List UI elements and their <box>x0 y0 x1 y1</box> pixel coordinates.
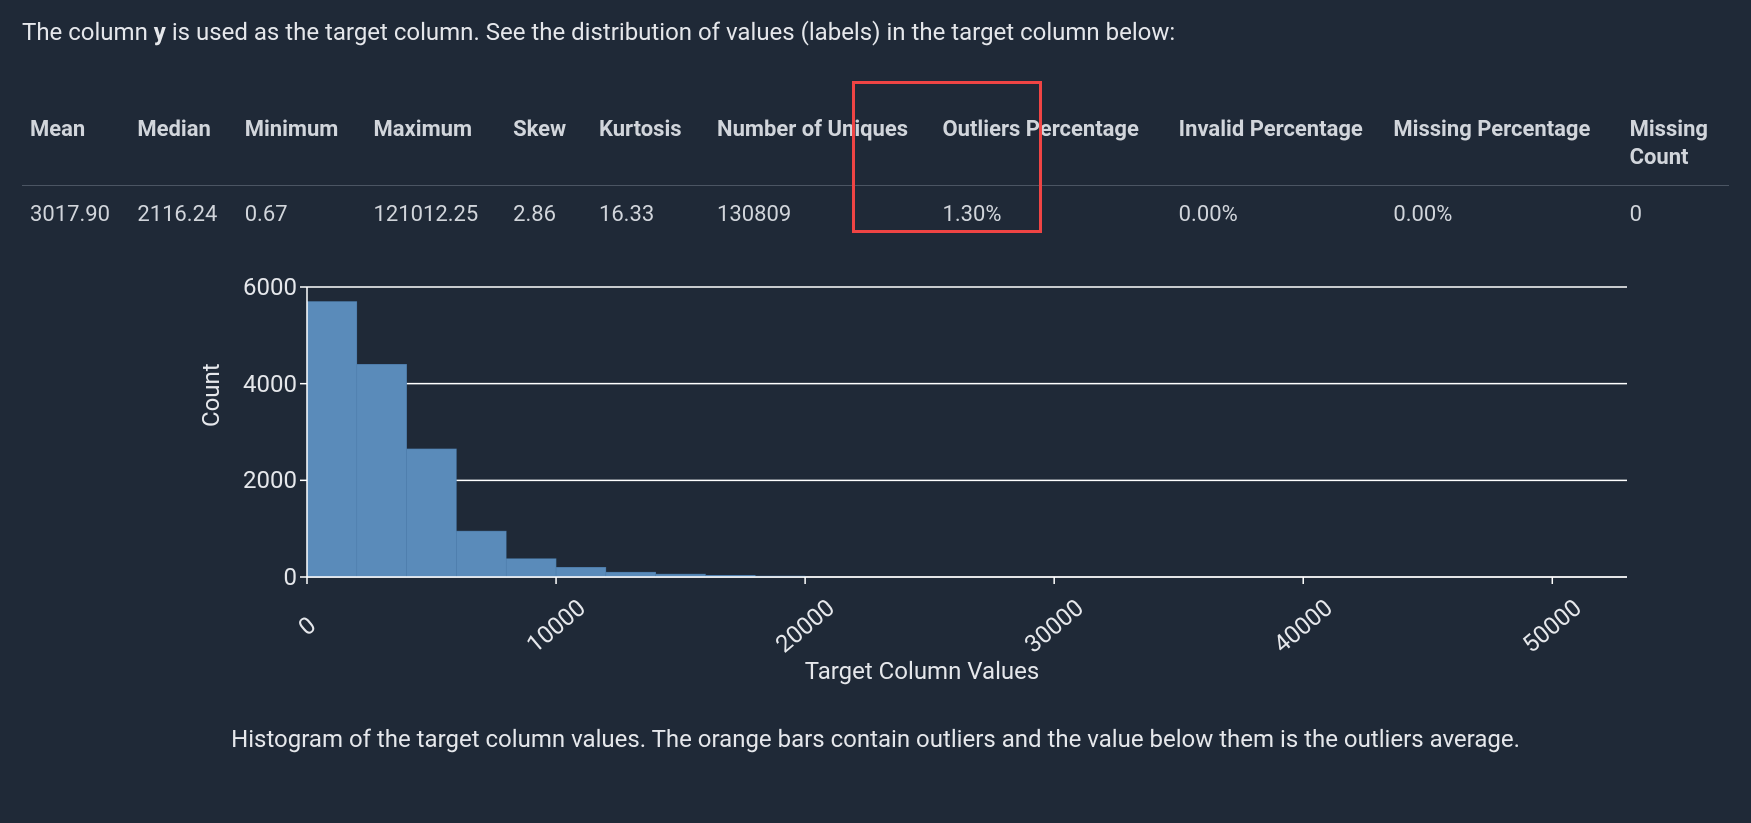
col-header: Mean <box>22 106 129 186</box>
col-header: Minimum <box>237 106 366 186</box>
col-header: Invalid Percentage <box>1171 106 1386 186</box>
cell: 0.00% <box>1171 186 1386 238</box>
col-header: Missing Count <box>1622 106 1729 186</box>
cell: 2.86 <box>505 186 591 238</box>
y-tick-label: 6000 <box>227 273 297 301</box>
cell: 16.33 <box>591 186 709 238</box>
stats-table: MeanMedianMinimumMaximumSkewKurtosisNumb… <box>22 106 1729 237</box>
x-axis-label: Target Column Values <box>207 657 1637 685</box>
intro-bold: y <box>154 18 166 46</box>
cell: 3017.90 <box>22 186 129 238</box>
histogram-svg <box>207 277 1637 587</box>
intro-text: The column y is used as the target colum… <box>22 18 1729 46</box>
col-header: Median <box>129 106 236 186</box>
histogram-chart: Count 0200040006000010000200003000040000… <box>207 277 1637 697</box>
x-tick-label: 50000 <box>1517 594 1587 659</box>
x-tick-label: 40000 <box>1268 594 1338 659</box>
cell: 121012.25 <box>366 186 506 238</box>
cell: 130809 <box>709 186 934 238</box>
x-tick-label: 30000 <box>1019 594 1089 659</box>
y-tick-label: 4000 <box>227 370 297 398</box>
table-row: 3017.902116.240.67121012.252.8616.331308… <box>22 186 1729 238</box>
cell: 0.00% <box>1385 186 1621 238</box>
x-tick-label: 0 <box>293 611 321 641</box>
x-tick-label: 20000 <box>770 594 840 659</box>
cell: 2116.24 <box>129 186 236 238</box>
col-header: Skew <box>505 106 591 186</box>
table-header-row: MeanMedianMinimumMaximumSkewKurtosisNumb… <box>22 106 1729 186</box>
col-header: Maximum <box>366 106 506 186</box>
col-header: Missing Percentage <box>1385 106 1621 186</box>
intro-prefix: The column <box>22 18 154 46</box>
x-tick-label: 10000 <box>521 594 591 659</box>
col-header: Outliers Percentage <box>934 106 1170 186</box>
intro-suffix: is used as the target column. See the di… <box>166 18 1175 46</box>
cell: 0 <box>1622 186 1729 238</box>
y-tick-label: 0 <box>227 563 297 591</box>
y-axis-label: Count <box>197 363 225 427</box>
cell: 1.30% <box>934 186 1170 238</box>
chart-caption: Histogram of the target column values. T… <box>22 725 1729 753</box>
y-tick-label: 2000 <box>227 466 297 494</box>
col-header: Kurtosis <box>591 106 709 186</box>
col-header: Number of Uniques <box>709 106 934 186</box>
stats-table-wrapper: MeanMedianMinimumMaximumSkewKurtosisNumb… <box>22 106 1729 237</box>
cell: 0.67 <box>237 186 366 238</box>
